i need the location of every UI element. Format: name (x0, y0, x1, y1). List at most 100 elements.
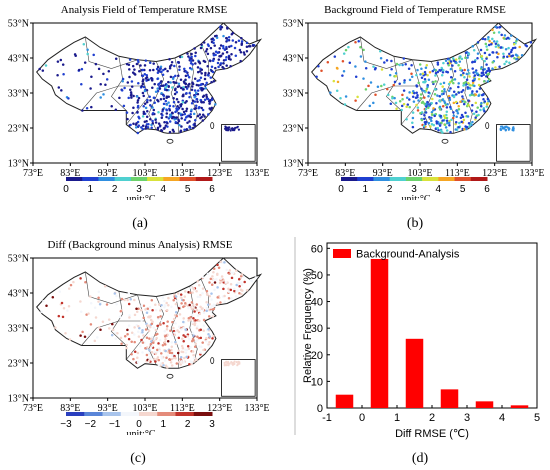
station-dot (238, 292, 241, 295)
station-dot (201, 95, 205, 99)
station-dot (144, 346, 147, 350)
station-dot (233, 289, 236, 293)
station-dot (186, 74, 190, 77)
station-dot (164, 338, 167, 341)
station-dot (436, 126, 440, 130)
station-dot (156, 71, 160, 75)
station-dot (420, 118, 424, 122)
station-dot (405, 117, 408, 121)
station-dot (233, 287, 236, 291)
station-dot (474, 101, 478, 105)
station-dot (335, 66, 339, 70)
station-dot (178, 68, 181, 71)
colorbar-tick-label: 1 (88, 184, 94, 195)
station-dot (434, 74, 437, 77)
station-dot (146, 324, 149, 327)
station-dot (441, 98, 444, 102)
station-dot (121, 77, 125, 81)
station-dot (90, 75, 93, 78)
station-dot (491, 28, 494, 32)
station-dot (205, 300, 208, 304)
panel-title: Analysis Field of Temperature RMSE (60, 4, 228, 16)
station-dot (238, 48, 242, 52)
station-dot (122, 104, 126, 108)
station-dot (152, 341, 155, 345)
station-dot (455, 115, 458, 119)
station-dot (395, 107, 398, 111)
station-dot (424, 73, 427, 76)
station-dot (471, 45, 475, 48)
station-dot (190, 108, 193, 112)
station-dot (67, 97, 70, 100)
station-dot (468, 75, 471, 78)
colorbar-segment (84, 412, 103, 416)
station-dot (165, 84, 169, 87)
station-dot (424, 66, 428, 69)
station-dot (443, 123, 447, 126)
station-dot (212, 267, 216, 270)
station-dot (239, 50, 243, 54)
station-dot (158, 338, 162, 342)
station-dot (483, 59, 486, 63)
station-dot (243, 53, 246, 56)
station-dot (466, 56, 469, 59)
station-dot (161, 73, 165, 77)
station-dot (154, 352, 158, 356)
station-dot (193, 77, 197, 80)
station-dot (515, 57, 518, 61)
colorbar-unit: unit:°C (126, 429, 155, 435)
station-dot (216, 263, 219, 267)
station-dot (193, 89, 197, 92)
station-dot (245, 45, 249, 48)
station-dot (464, 81, 467, 84)
station-dot (204, 83, 207, 87)
station-dot (170, 364, 174, 367)
station-dot (127, 302, 131, 306)
station-dot (240, 37, 243, 40)
station-dot (491, 67, 494, 70)
station-dot (152, 62, 155, 65)
station-dot (463, 76, 466, 79)
station-dot (189, 316, 192, 319)
station-dot (454, 58, 458, 61)
station-dot (128, 316, 131, 319)
station-dot (433, 114, 436, 118)
station-dot (424, 80, 427, 83)
station-dot (67, 287, 71, 290)
station-dot (484, 71, 488, 74)
station-dot (144, 59, 148, 62)
station-dot (133, 326, 136, 329)
station-dot (137, 325, 140, 328)
station-dot (243, 280, 246, 284)
station-dot (472, 112, 476, 115)
station-dot (423, 117, 426, 121)
station-dot (173, 118, 176, 121)
station-dot (219, 260, 222, 264)
station-dot (126, 81, 130, 84)
station-dot (432, 107, 435, 110)
station-dot (165, 301, 168, 305)
station-dot (164, 349, 167, 353)
station-dot (126, 298, 129, 302)
station-dot (119, 336, 123, 340)
station-dot (442, 61, 445, 65)
station-dot (164, 304, 167, 307)
station-dot (380, 68, 384, 71)
station-dot (235, 361, 238, 364)
station-dot (172, 104, 175, 108)
station-dot (487, 78, 491, 81)
station-dot (156, 98, 159, 102)
station-dot (195, 290, 198, 293)
station-dot (214, 66, 217, 70)
station-dot (226, 129, 229, 132)
station-dot (435, 102, 438, 105)
station-dot (168, 351, 172, 355)
station-dot (471, 79, 475, 82)
station-dot (180, 125, 183, 128)
station-dot (411, 121, 414, 125)
station-dot (225, 360, 228, 363)
station-dot (58, 290, 62, 293)
station-dot (181, 337, 184, 340)
station-dot (464, 56, 467, 60)
station-dot (187, 85, 190, 88)
